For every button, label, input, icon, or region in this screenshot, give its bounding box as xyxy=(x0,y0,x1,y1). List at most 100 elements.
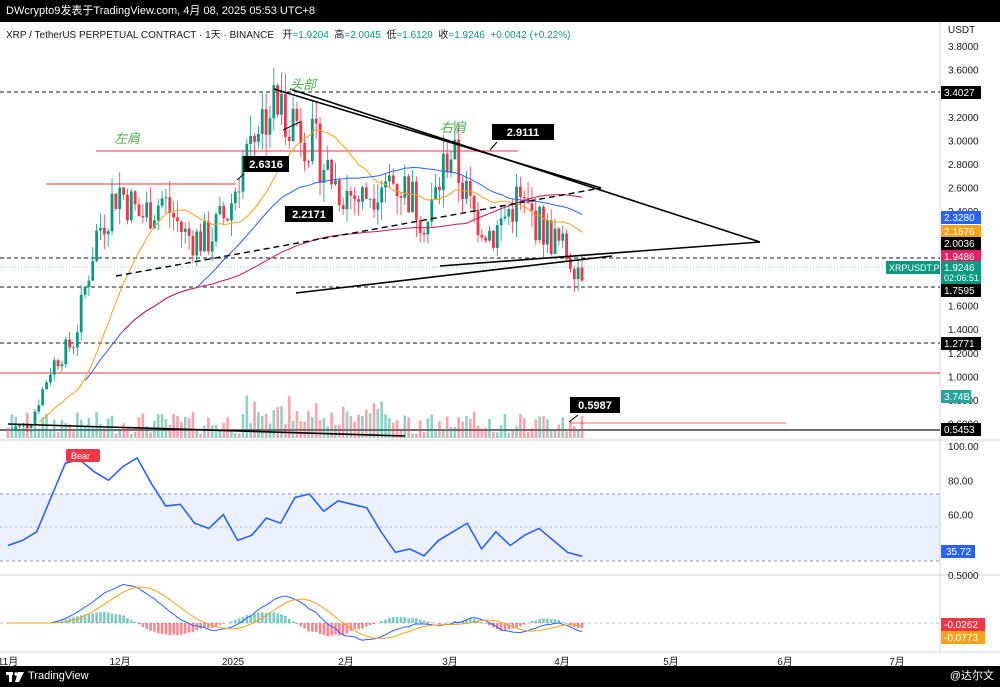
macd-bar xyxy=(129,620,133,623)
candle-body xyxy=(422,232,426,235)
candle-body xyxy=(195,231,199,256)
candle-body xyxy=(280,93,283,115)
candle-body xyxy=(518,186,522,197)
macd-bar xyxy=(145,623,148,629)
candle-body xyxy=(160,198,164,206)
candle-body xyxy=(542,206,545,245)
symbol-name[interactable]: XRP / TetherUS PERPETUAL CONTRACT · 1天 ·… xyxy=(6,30,275,41)
volume-bar xyxy=(37,428,41,438)
candle-body xyxy=(122,187,125,195)
volume-bar xyxy=(376,408,380,438)
volume-bar xyxy=(187,418,191,438)
volume-bar xyxy=(103,428,106,438)
close-label: 收 xyxy=(438,30,449,41)
macd-bar xyxy=(6,623,10,624)
macd-bar xyxy=(553,619,557,623)
tradingview-label: TradingView xyxy=(28,670,89,682)
callout-2.6316 xyxy=(236,173,245,181)
macd-bar xyxy=(341,623,345,636)
publisher-bar: DWcrypto9发表于TradingView.com, 4月 08, 2025… xyxy=(0,0,1000,22)
macd-bar xyxy=(218,623,222,625)
bear-label: Bear xyxy=(71,451,90,461)
candle-body xyxy=(214,214,218,242)
head-label: 头部 xyxy=(290,77,318,92)
volume-bar xyxy=(526,431,530,438)
macd-bar xyxy=(257,612,260,623)
candle-body xyxy=(222,205,226,219)
tag-volume: 3.74B xyxy=(944,392,970,403)
price-chart[interactable]: 3.80003.60003.40003.20003.00002.80002.60… xyxy=(0,22,1000,666)
candle-body xyxy=(226,218,229,221)
macd-bar xyxy=(495,623,499,630)
rsi-tags: Bear 35.72 xyxy=(66,449,975,558)
level-lines xyxy=(0,91,940,431)
volume-bar xyxy=(33,427,37,438)
volume-bar xyxy=(534,419,538,438)
candle-body xyxy=(395,183,399,197)
macd-bar xyxy=(76,616,79,623)
volume-bar xyxy=(542,416,545,438)
candle-body xyxy=(102,227,106,235)
candle-body xyxy=(72,347,75,349)
macd-bar xyxy=(430,622,434,623)
candle-body xyxy=(283,93,287,137)
macd-bar xyxy=(122,615,125,623)
watermark-text: @达尔文 xyxy=(949,670,994,682)
volume-bar xyxy=(445,416,449,438)
volume-bar xyxy=(83,426,87,438)
volume-bar xyxy=(29,429,33,438)
macd-bar xyxy=(299,623,303,627)
candle-body xyxy=(399,196,403,198)
candle-body xyxy=(126,194,129,221)
volume-bar xyxy=(442,428,445,438)
macd-bar xyxy=(249,614,252,623)
volume-bar xyxy=(418,420,422,438)
rsi-last-value: 35.72 xyxy=(946,547,971,558)
macd-bar xyxy=(180,623,183,635)
volume-bar xyxy=(118,430,122,438)
candle-body xyxy=(515,186,518,222)
footer-bar: TradingView @达尔文 xyxy=(0,666,1000,687)
candle-body xyxy=(295,108,299,121)
volume-bar xyxy=(341,406,345,438)
candle-body xyxy=(330,159,333,185)
candle-body xyxy=(230,203,233,221)
volume-bar xyxy=(399,428,403,438)
candle-body xyxy=(64,339,68,365)
volume-bar xyxy=(106,418,110,438)
price-tick: 3.2000 xyxy=(948,113,979,124)
price-tick: 1.2000 xyxy=(948,349,979,360)
macd-bar xyxy=(438,623,441,624)
volume-bar xyxy=(384,414,387,438)
candle-body xyxy=(418,219,422,233)
candle-body xyxy=(172,212,176,218)
volume-bar xyxy=(338,424,341,438)
volume-bar xyxy=(49,428,52,438)
candle-body xyxy=(480,235,484,238)
macd-bar xyxy=(557,619,561,623)
macd-bar xyxy=(207,623,210,629)
volume-bar xyxy=(407,417,410,438)
macd-bar xyxy=(106,612,110,623)
candle-body xyxy=(538,206,542,241)
volume-bar xyxy=(549,431,553,438)
candle-body xyxy=(237,191,241,193)
time-tick: 4月 xyxy=(554,656,570,666)
macd-bar xyxy=(126,618,129,623)
candle-body xyxy=(403,176,407,198)
rsi-line xyxy=(7,456,583,558)
macd-bar xyxy=(87,613,91,623)
candle-body xyxy=(79,294,83,333)
candle-body xyxy=(183,228,187,233)
candle-body xyxy=(334,180,337,185)
candle-body xyxy=(110,193,114,232)
volume-bar xyxy=(218,430,222,438)
candle-body xyxy=(14,426,18,430)
volume-bar xyxy=(299,421,303,438)
tradingview-logo[interactable]: TradingView xyxy=(6,666,89,687)
candle-body xyxy=(353,195,357,200)
macd-signal-line xyxy=(8,586,583,639)
tag-level-0.5453: 0.5453 xyxy=(944,425,975,436)
macd-bar xyxy=(546,618,549,623)
